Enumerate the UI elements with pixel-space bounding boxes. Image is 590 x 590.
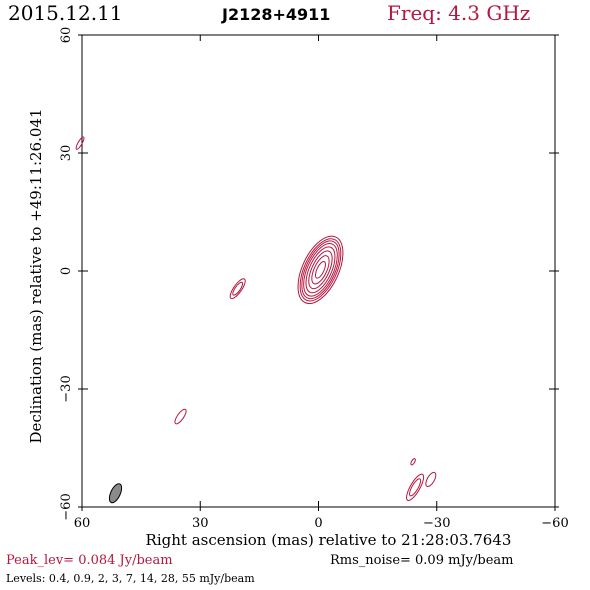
x-tick-label: −60 [541, 516, 568, 531]
rms-noise: Rms_noise= 0.09 mJy/beam [330, 553, 514, 568]
core-contour [314, 260, 326, 279]
beam-ellipse [108, 483, 123, 504]
y-tick-label: 60 [59, 27, 74, 44]
feature-contour [409, 478, 422, 497]
feature-contour [174, 408, 187, 425]
core-contour [311, 255, 330, 285]
feature-contour [425, 471, 437, 488]
feature-contour [406, 473, 425, 501]
frequency-label: Freq: 4.3 GHz [387, 1, 531, 25]
contour-levels: Levels: 0.4, 0.9, 2, 3, 7, 14, 28, 55 mJ… [6, 572, 255, 585]
y-tick-label: −60 [59, 493, 74, 520]
y-axis-label: Declination (mas) relative to +49:11:26.… [27, 108, 45, 443]
y-tick-label: 30 [59, 145, 74, 162]
x-tick-label: −30 [423, 516, 450, 531]
x-axis-label: Right ascension (mas) relative to 21:28:… [146, 531, 512, 549]
peak-level: Peak_lev= 0.084 Jy/beam [6, 553, 173, 568]
x-tick-label: 30 [192, 516, 209, 531]
core-contour [297, 235, 344, 304]
feature-contour [232, 281, 244, 296]
core-contour [308, 250, 333, 290]
y-tick-label: 0 [59, 267, 74, 275]
x-tick-label: 60 [74, 516, 91, 531]
core-contour [299, 238, 342, 302]
plot-frame [81, 34, 556, 508]
source-name: J2128+4911 [222, 5, 331, 24]
feature-contour [410, 458, 416, 466]
x-tick-label: 0 [314, 516, 322, 531]
core-contour [303, 243, 338, 297]
core-contour [301, 240, 340, 300]
feature-contour [229, 278, 246, 300]
observation-date: 2015.12.11 [8, 1, 123, 25]
core-contour [305, 246, 336, 294]
y-tick-label: −30 [59, 375, 74, 402]
feature-contour [75, 136, 85, 150]
